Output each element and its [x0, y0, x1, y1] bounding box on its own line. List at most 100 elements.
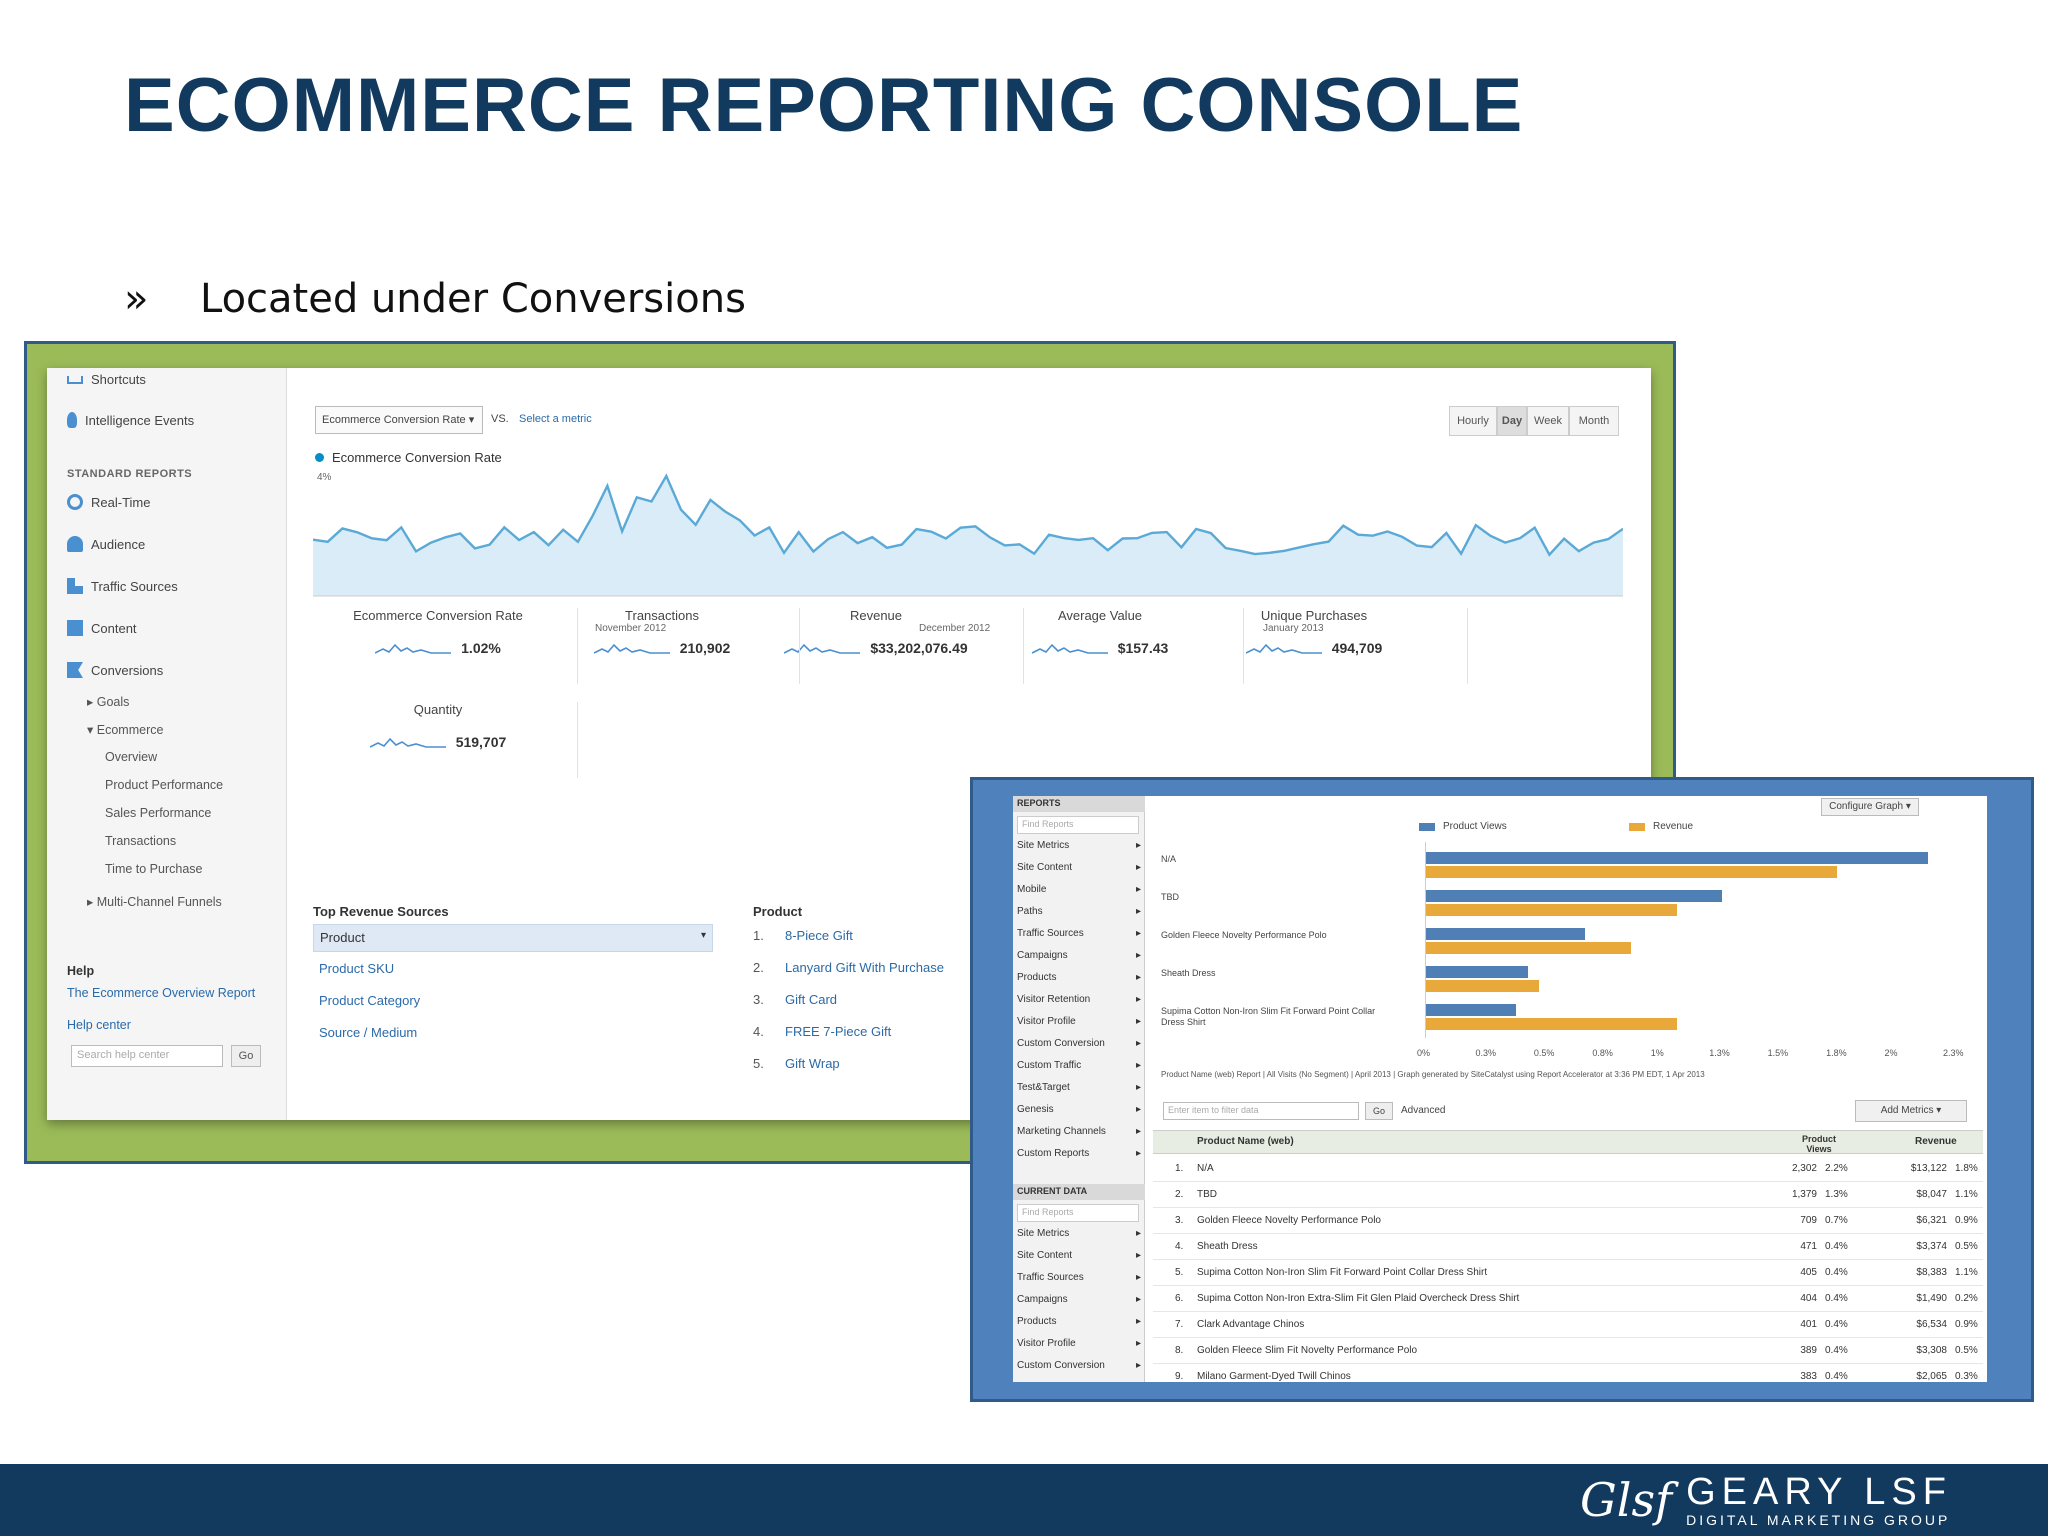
- col-product-views[interactable]: Product Views: [1801, 1134, 1836, 1154]
- advanced-link[interactable]: Advanced: [1401, 1105, 1446, 1116]
- product-name-link[interactable]: FREE 7-Piece Gift: [785, 1024, 892, 1039]
- kpi-card[interactable]: Average Value $157.43: [985, 608, 1215, 657]
- product-row[interactable]: 3. Gift Card: [753, 992, 837, 1007]
- product-name-link[interactable]: Lanyard Gift With Purchase: [785, 960, 944, 975]
- bar-revenue[interactable]: [1425, 866, 1837, 878]
- sidebar-item-realtime[interactable]: Real-Time: [67, 494, 150, 510]
- sidebar-item-conversions[interactable]: Conversions: [67, 662, 163, 678]
- current-data-item[interactable]: Campaigns ▸: [1017, 1294, 1141, 1305]
- sidebar-item-goals[interactable]: ▸ Goals: [87, 695, 130, 709]
- sidebar-item-shortcuts[interactable]: Shortcuts: [67, 372, 146, 387]
- find-reports-input-2[interactable]: Find Reports: [1017, 1204, 1139, 1222]
- help-search-go-button[interactable]: Go: [231, 1045, 261, 1067]
- bar-x-tick: 0%: [1417, 1048, 1431, 1058]
- current-data-item[interactable]: Site Metrics ▸: [1017, 1228, 1141, 1239]
- sidebar-item-audience[interactable]: Audience: [67, 536, 145, 552]
- sidebar-item-overview[interactable]: Overview: [105, 750, 158, 764]
- bar-product-views[interactable]: [1425, 852, 1929, 864]
- bar-revenue[interactable]: [1425, 1018, 1677, 1030]
- kpi-card[interactable]: Ecommerce Conversion Rate 1.02%: [323, 608, 553, 657]
- report-sidebar-item[interactable]: Test&Target ▸: [1017, 1082, 1141, 1093]
- dimension-source-medium[interactable]: Source / Medium: [319, 1025, 418, 1040]
- bar-x-tick: 1.5%: [1767, 1048, 1789, 1058]
- table-row[interactable]: 4. Sheath Dress 471 0.4% $3,374 0.5%: [1153, 1234, 1983, 1260]
- bar-product-views[interactable]: [1425, 966, 1528, 978]
- kpi-card[interactable]: Revenue $33,202,076.49: [761, 608, 991, 657]
- bar-product-views[interactable]: [1425, 928, 1586, 940]
- table-row[interactable]: 1. N/A 2,302 2.2% $13,122 1.8%: [1153, 1156, 1983, 1182]
- bar-revenue[interactable]: [1425, 980, 1540, 992]
- sidebar-item-sales-performance[interactable]: Sales Performance: [105, 806, 212, 820]
- sidebar-item-product-performance[interactable]: Product Performance: [105, 778, 224, 792]
- sidebar-item-multichannel[interactable]: ▸ Multi-Channel Funnels: [87, 895, 222, 909]
- report-sidebar-item[interactable]: Campaigns ▸: [1017, 950, 1141, 961]
- table-row[interactable]: 9. Milano Garment-Dyed Twill Chinos 383 0.4…: [1153, 1364, 1983, 1382]
- bar-product-views[interactable]: [1425, 1004, 1517, 1016]
- report-sidebar-item[interactable]: Custom Traffic ▸: [1017, 1060, 1141, 1071]
- product-row[interactable]: 2. Lanyard Gift With Purchase: [753, 960, 944, 975]
- period-week-button[interactable]: Week: [1527, 406, 1569, 436]
- sidebar-item-traffic[interactable]: Traffic Sources: [67, 578, 178, 594]
- table-row[interactable]: 6. Supima Cotton Non-Iron Extra-Slim Fit …: [1153, 1286, 1983, 1312]
- current-data-item[interactable]: Products ▸: [1017, 1316, 1141, 1327]
- col-product-name[interactable]: Product Name (web): [1197, 1136, 1294, 1147]
- product-name-link[interactable]: Gift Wrap: [785, 1056, 840, 1071]
- configure-graph-button[interactable]: Configure Graph ▾: [1821, 798, 1919, 816]
- sidebar-item-time-to-purchase[interactable]: Time to Purchase: [105, 862, 203, 876]
- bar-product-views[interactable]: [1425, 890, 1723, 902]
- report-sidebar-item[interactable]: Marketing Channels ▸: [1017, 1126, 1141, 1137]
- table-row[interactable]: 7. Clark Advantage Chinos 401 0.4% $6,534 0.9…: [1153, 1312, 1983, 1338]
- kpi-card[interactable]: Transactions 210,902: [547, 608, 777, 657]
- report-sidebar: REPORTS Find Reports CURRENT DATA Find R…: [1013, 796, 1145, 1382]
- filter-go-button[interactable]: Go: [1365, 1102, 1393, 1120]
- report-sidebar-item[interactable]: Custom Reports ▸: [1017, 1148, 1141, 1159]
- period-month-button[interactable]: Month: [1569, 406, 1619, 436]
- period-hourly-button[interactable]: Hourly: [1449, 406, 1497, 436]
- select-metric-link[interactable]: Select a metric: [519, 413, 592, 425]
- current-data-item[interactable]: Visitor Profile ▸: [1017, 1338, 1141, 1349]
- current-data-item[interactable]: Traffic Sources ▸: [1017, 1272, 1141, 1283]
- current-data-item[interactable]: Custom Conversion ▸: [1017, 1360, 1141, 1371]
- add-metrics-button[interactable]: Add Metrics ▾: [1855, 1100, 1967, 1122]
- current-data-item[interactable]: Site Content ▸: [1017, 1250, 1141, 1261]
- dimension-product-category[interactable]: Product Category: [319, 993, 421, 1008]
- product-name-link[interactable]: Gift Card: [785, 992, 838, 1007]
- x-tick-jan: January 2013: [1263, 623, 1324, 634]
- help-center-link[interactable]: Help center: [67, 1018, 131, 1032]
- help-search-input[interactable]: Search help center: [71, 1045, 223, 1067]
- period-day-button[interactable]: Day: [1497, 406, 1527, 436]
- find-reports-input[interactable]: Find Reports: [1017, 816, 1139, 834]
- sidebar-item-ecommerce[interactable]: ▾ Ecommerce: [87, 723, 164, 737]
- table-row[interactable]: 5. Supima Cotton Non-Iron Slim Fit Forwar…: [1153, 1260, 1983, 1286]
- kpi-card[interactable]: Unique Purchases 494,709: [1199, 608, 1429, 657]
- report-sidebar-item[interactable]: Traffic Sources ▸: [1017, 928, 1141, 939]
- table-row[interactable]: 8. Golden Fleece Slim Fit Novelty Perform…: [1153, 1338, 1983, 1364]
- report-sidebar-item[interactable]: Site Metrics ▸: [1017, 840, 1141, 851]
- col-revenue[interactable]: Revenue: [1915, 1136, 1957, 1147]
- bar-revenue[interactable]: [1425, 904, 1677, 916]
- product-name-link[interactable]: 8-Piece Gift: [785, 928, 853, 943]
- kpi-card[interactable]: Quantity 519,707: [323, 702, 553, 751]
- report-sidebar-item[interactable]: Site Content ▸: [1017, 862, 1141, 873]
- table-row[interactable]: 2. TBD 1,379 1.3% $8,047 1.1%: [1153, 1182, 1983, 1208]
- report-sidebar-item[interactable]: Mobile ▸: [1017, 884, 1141, 895]
- sidebar-item-intelligence[interactable]: Intelligence Events: [67, 412, 194, 428]
- report-sidebar-item[interactable]: Paths ▸: [1017, 906, 1141, 917]
- filter-input[interactable]: Enter item to filter data: [1163, 1102, 1359, 1120]
- product-row[interactable]: 4. FREE 7-Piece Gift: [753, 1024, 891, 1039]
- report-sidebar-item[interactable]: Genesis ▸: [1017, 1104, 1141, 1115]
- report-sidebar-item[interactable]: Visitor Retention ▸: [1017, 994, 1141, 1005]
- help-overview-link[interactable]: The Ecommerce Overview Report: [67, 986, 256, 1000]
- dimension-product-sku[interactable]: Product SKU: [319, 961, 395, 976]
- report-sidebar-item[interactable]: Custom Conversion ▸: [1017, 1038, 1141, 1049]
- report-sidebar-item[interactable]: Products ▸: [1017, 972, 1141, 983]
- table-row[interactable]: 3. Golden Fleece Novelty Performance Polo…: [1153, 1208, 1983, 1234]
- metric-select[interactable]: Ecommerce Conversion Rate ▾: [315, 406, 483, 434]
- sidebar-item-content[interactable]: Content: [67, 620, 137, 636]
- product-row[interactable]: 5. Gift Wrap: [753, 1056, 840, 1071]
- sidebar-item-transactions[interactable]: Transactions: [105, 834, 177, 848]
- bar-revenue[interactable]: [1425, 942, 1631, 954]
- dimension-product[interactable]: Product ▾: [313, 924, 713, 952]
- product-row[interactable]: 1. 8-Piece Gift: [753, 928, 853, 943]
- report-sidebar-item[interactable]: Visitor Profile ▸: [1017, 1016, 1141, 1027]
